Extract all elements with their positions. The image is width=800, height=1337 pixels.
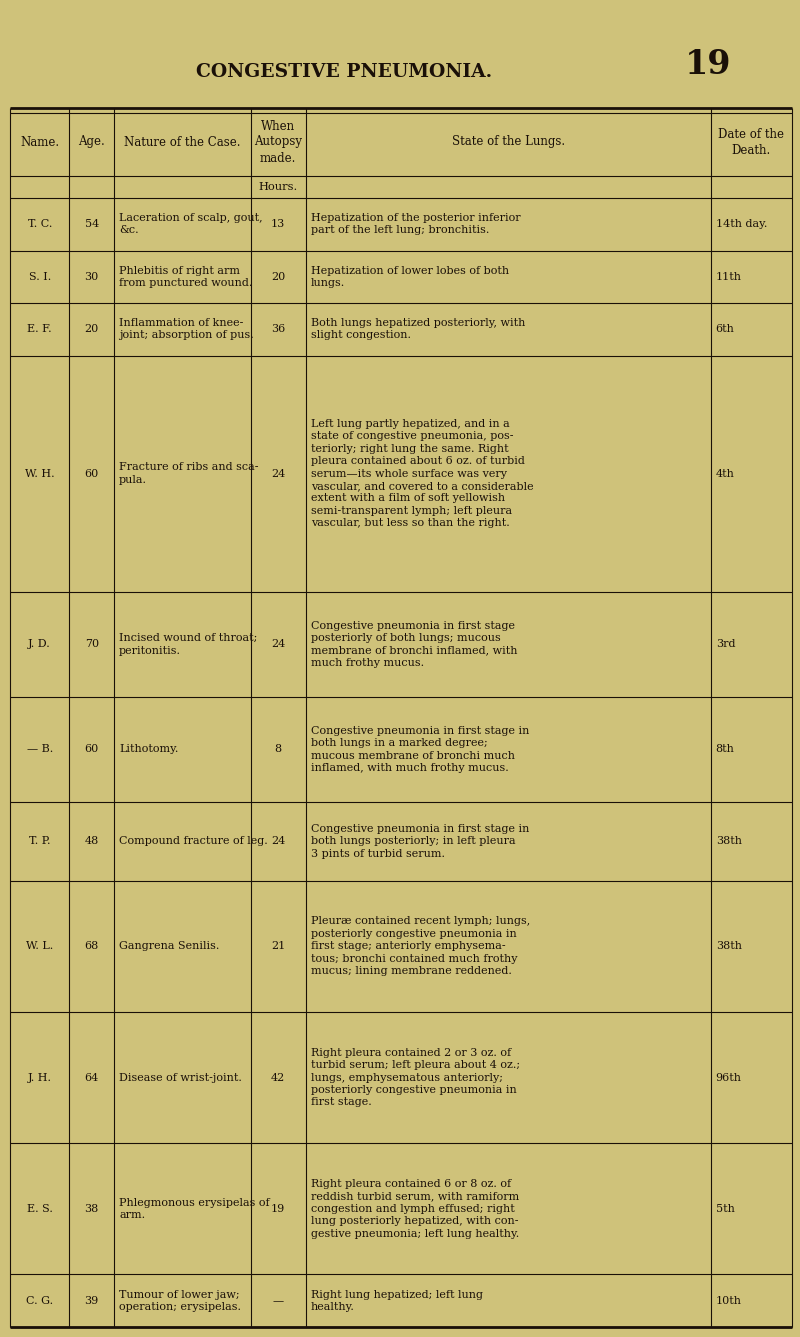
Text: Right pleura contained 2 or 3 oz. of
turbid serum; left pleura about 4 oz.;
lung: Right pleura contained 2 or 3 oz. of tur… xyxy=(310,1048,520,1107)
Text: Laceration of scalp, gout,
&c.: Laceration of scalp, gout, &c. xyxy=(119,213,262,235)
Text: Hepatization of lower lobes of both
lungs.: Hepatization of lower lobes of both lung… xyxy=(310,266,509,287)
Text: Lithotomy.: Lithotomy. xyxy=(119,745,178,754)
Text: 19: 19 xyxy=(685,48,731,82)
Text: E. S.: E. S. xyxy=(26,1203,53,1214)
Text: Name.: Name. xyxy=(20,135,59,148)
Text: J. D.: J. D. xyxy=(28,639,51,650)
Text: 24: 24 xyxy=(271,836,286,846)
Text: Congestive pneumonia in first stage in
both lungs posteriorly; in left pleura
3 : Congestive pneumonia in first stage in b… xyxy=(310,824,529,858)
Text: 10th: 10th xyxy=(716,1296,742,1306)
Text: 64: 64 xyxy=(85,1072,99,1083)
Text: Incised wound of throat;
peritonitis.: Incised wound of throat; peritonitis. xyxy=(119,634,258,655)
Text: W. L.: W. L. xyxy=(26,941,54,952)
Text: 11th: 11th xyxy=(716,271,742,282)
Text: Tumour of lower jaw;
operation; erysipelas.: Tumour of lower jaw; operation; erysipel… xyxy=(119,1290,241,1312)
Text: 38th: 38th xyxy=(716,941,742,952)
Text: Right pleura contained 6 or 8 oz. of
reddish turbid serum, with ramiform
congest: Right pleura contained 6 or 8 oz. of red… xyxy=(310,1179,519,1238)
Text: S. I.: S. I. xyxy=(29,271,51,282)
Text: 3rd: 3rd xyxy=(716,639,735,650)
Text: 14th day.: 14th day. xyxy=(716,219,767,229)
Text: 70: 70 xyxy=(85,639,98,650)
Text: 39: 39 xyxy=(85,1296,99,1306)
Text: 68: 68 xyxy=(85,941,99,952)
Text: Nature of the Case.: Nature of the Case. xyxy=(124,135,241,148)
Text: State of the Lungs.: State of the Lungs. xyxy=(451,135,565,148)
Text: When
Autopsy
made.: When Autopsy made. xyxy=(254,119,302,164)
Text: T. P.: T. P. xyxy=(29,836,50,846)
Text: 5th: 5th xyxy=(716,1203,734,1214)
Text: 54: 54 xyxy=(85,219,99,229)
Text: 21: 21 xyxy=(271,941,286,952)
Text: 13: 13 xyxy=(271,219,286,229)
Text: Congestive pneumonia in first stage
posteriorly of both lungs; mucous
membrane o: Congestive pneumonia in first stage post… xyxy=(310,620,517,668)
Text: 48: 48 xyxy=(85,836,99,846)
Text: Inflammation of knee-
joint; absorption of pus.: Inflammation of knee- joint; absorption … xyxy=(119,318,254,341)
Text: 6th: 6th xyxy=(716,325,734,334)
Text: 24: 24 xyxy=(271,639,286,650)
Text: 8th: 8th xyxy=(716,745,734,754)
Text: Pleuræ contained recent lymph; lungs,
posteriorly congestive pneumonia in
first : Pleuræ contained recent lymph; lungs, po… xyxy=(310,916,530,976)
Text: Age.: Age. xyxy=(78,135,105,148)
Text: Both lungs hepatized posteriorly, with
slight congestion.: Both lungs hepatized posteriorly, with s… xyxy=(310,318,525,341)
Text: 30: 30 xyxy=(85,271,99,282)
Text: Fracture of ribs and sca-
pula.: Fracture of ribs and sca- pula. xyxy=(119,463,258,485)
Text: J. H.: J. H. xyxy=(28,1072,52,1083)
Text: Hours.: Hours. xyxy=(258,182,298,193)
Text: Compound fracture of leg.: Compound fracture of leg. xyxy=(119,836,268,846)
Text: Disease of wrist-joint.: Disease of wrist-joint. xyxy=(119,1072,242,1083)
Text: CONGESTIVE PNEUMONIA.: CONGESTIVE PNEUMONIA. xyxy=(196,63,492,82)
Text: 38th: 38th xyxy=(716,836,742,846)
Text: Right lung hepatized; left lung
healthy.: Right lung hepatized; left lung healthy. xyxy=(310,1290,482,1312)
Text: 20: 20 xyxy=(271,271,286,282)
Text: 36: 36 xyxy=(271,325,286,334)
Text: C. G.: C. G. xyxy=(26,1296,54,1306)
Text: 38: 38 xyxy=(85,1203,99,1214)
Text: Hepatization of the posterior inferior
part of the left lung; bronchitis.: Hepatization of the posterior inferior p… xyxy=(310,213,520,235)
Text: 60: 60 xyxy=(85,745,99,754)
Text: 24: 24 xyxy=(271,469,286,479)
Text: Congestive pneumonia in first stage in
both lungs in a marked degree;
mucous mem: Congestive pneumonia in first stage in b… xyxy=(310,726,529,773)
Text: 19: 19 xyxy=(271,1203,286,1214)
Text: Phlebitis of right arm
from punctured wound.: Phlebitis of right arm from punctured wo… xyxy=(119,266,252,287)
Text: 20: 20 xyxy=(85,325,99,334)
Text: Gangrena Senilis.: Gangrena Senilis. xyxy=(119,941,219,952)
Text: 42: 42 xyxy=(271,1072,286,1083)
Text: Date of the
Death.: Date of the Death. xyxy=(718,127,784,156)
Text: 4th: 4th xyxy=(716,469,734,479)
Text: 8: 8 xyxy=(274,745,282,754)
Text: 96th: 96th xyxy=(716,1072,742,1083)
Text: W. H.: W. H. xyxy=(25,469,54,479)
Text: Phlegmonous erysipelas of
arm.: Phlegmonous erysipelas of arm. xyxy=(119,1198,270,1221)
Text: —: — xyxy=(273,1296,284,1306)
Text: — B.: — B. xyxy=(26,745,53,754)
Text: Left lung partly hepatized, and in a
state of congestive pneumonia, pos-
teriorl: Left lung partly hepatized, and in a sta… xyxy=(310,418,534,528)
Text: 60: 60 xyxy=(85,469,99,479)
Text: T. C.: T. C. xyxy=(27,219,52,229)
Text: E. F.: E. F. xyxy=(27,325,52,334)
